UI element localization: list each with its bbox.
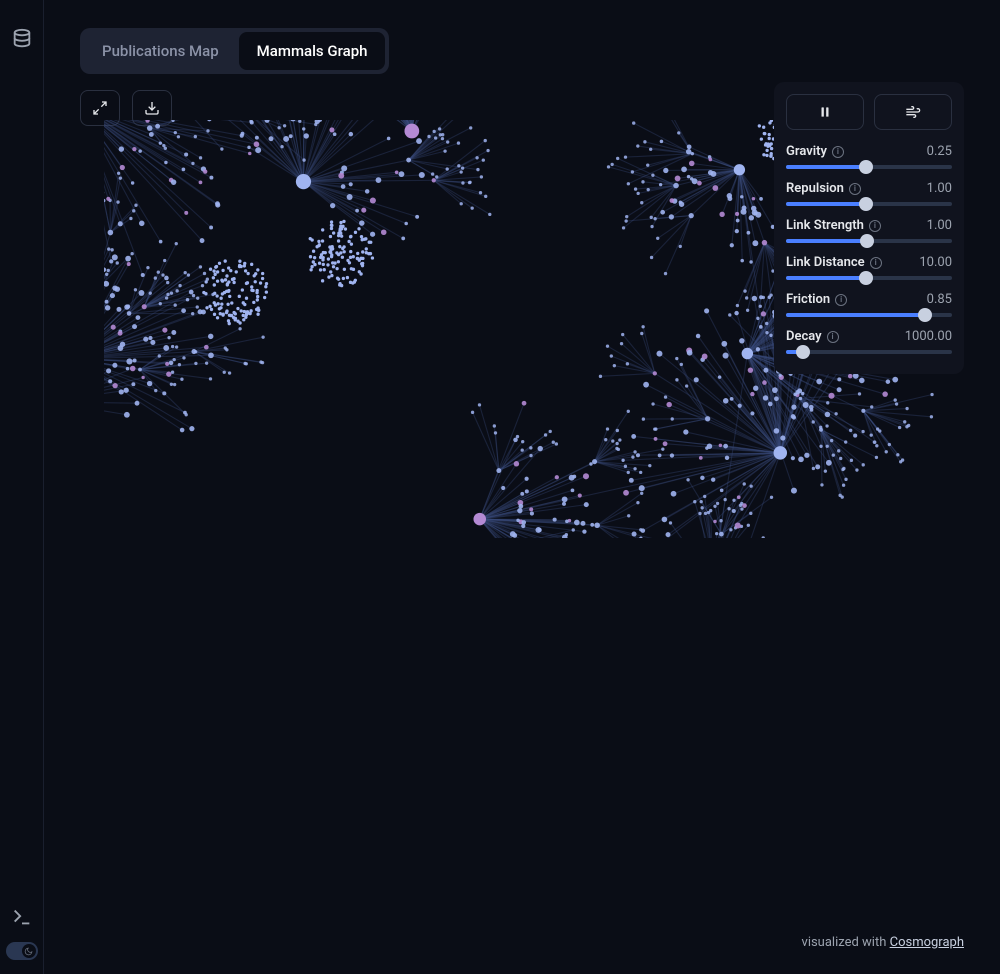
slider-label: Decay i bbox=[786, 329, 839, 344]
download-icon bbox=[144, 100, 160, 116]
slider-decay: Decay i 1000.00 bbox=[786, 329, 952, 354]
info-icon[interactable]: i bbox=[869, 220, 881, 232]
expand-icon bbox=[92, 100, 108, 116]
slider-gravity: Gravity i 0.25 bbox=[786, 144, 952, 169]
info-icon[interactable]: i bbox=[832, 146, 844, 158]
info-icon[interactable]: i bbox=[849, 183, 861, 195]
wind-button[interactable] bbox=[874, 94, 952, 130]
slider-track[interactable] bbox=[786, 276, 952, 280]
slider-value: 1000.00 bbox=[905, 329, 952, 344]
info-icon[interactable]: i bbox=[827, 331, 839, 343]
pause-icon bbox=[818, 105, 832, 119]
slider-friction: Friction i 0.85 bbox=[786, 292, 952, 317]
slider-label: Friction i bbox=[786, 292, 847, 307]
slider-label: Repulsion i bbox=[786, 181, 861, 196]
tab-publications-map[interactable]: Publications Map bbox=[84, 32, 237, 70]
controls-panel: Gravity i 0.25 Repulsion i 1.00 Link Str… bbox=[774, 82, 964, 374]
slider-track[interactable] bbox=[786, 239, 952, 243]
tab-bar: Publications Map Mammals Graph bbox=[80, 28, 389, 74]
info-icon[interactable]: i bbox=[835, 294, 847, 306]
slider-value: 0.85 bbox=[927, 292, 952, 307]
slider-link-strength: Link Strength i 1.00 bbox=[786, 218, 952, 243]
slider-track[interactable] bbox=[786, 313, 952, 317]
slider-label: Gravity i bbox=[786, 144, 844, 159]
database-icon[interactable] bbox=[11, 28, 33, 50]
slider-track[interactable] bbox=[786, 165, 952, 169]
attribution-prefix: visualized with bbox=[802, 935, 890, 950]
pause-button[interactable] bbox=[786, 94, 864, 130]
theme-toggle[interactable] bbox=[6, 942, 38, 960]
attribution: visualized with Cosmograph bbox=[802, 935, 964, 950]
slider-value: 1.00 bbox=[927, 181, 952, 196]
slider-value: 10.00 bbox=[919, 255, 952, 270]
slider-label: Link Distance i bbox=[786, 255, 882, 270]
sidebar bbox=[0, 0, 44, 974]
slider-repulsion: Repulsion i 1.00 bbox=[786, 181, 952, 206]
slider-label: Link Strength i bbox=[786, 218, 881, 233]
info-icon[interactable]: i bbox=[870, 257, 882, 269]
attribution-link[interactable]: Cosmograph bbox=[890, 935, 964, 950]
slider-link-distance: Link Distance i 10.00 bbox=[786, 255, 952, 280]
terminal-icon[interactable] bbox=[11, 906, 33, 928]
slider-track[interactable] bbox=[786, 202, 952, 206]
tab-mammals-graph[interactable]: Mammals Graph bbox=[239, 32, 386, 70]
wind-icon bbox=[905, 104, 921, 120]
slider-value: 1.00 bbox=[927, 218, 952, 233]
slider-track[interactable] bbox=[786, 350, 952, 354]
main-area: Publications Map Mammals Graph bbox=[44, 0, 1000, 974]
slider-value: 0.25 bbox=[927, 144, 952, 159]
